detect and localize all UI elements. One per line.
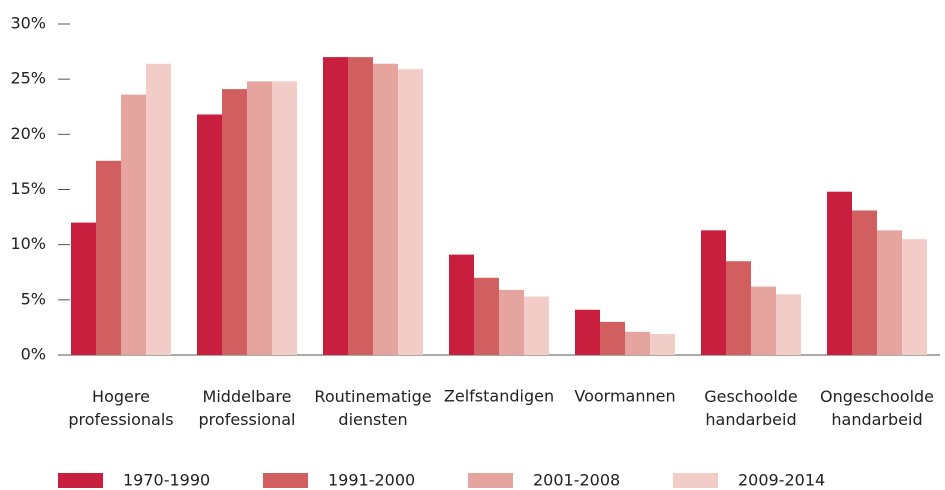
bar	[449, 254, 474, 355]
bar	[272, 81, 297, 355]
bar	[726, 261, 751, 355]
legend-label: 1970-1990	[123, 471, 210, 490]
x-tick-label: Hogere professionals	[68, 387, 173, 429]
legend-label: 2009-2014	[738, 471, 825, 490]
x-tick-label: Ongeschoolde handarbeid	[820, 387, 934, 429]
bar	[222, 89, 247, 355]
bar	[373, 63, 398, 355]
legend-swatch	[468, 473, 513, 488]
y-tick-label: 10%	[10, 234, 46, 253]
legend-label: 2001-2008	[533, 471, 620, 490]
bar	[852, 210, 877, 355]
y-tick-label: 30%	[10, 14, 46, 33]
bar	[877, 230, 902, 355]
bar	[827, 191, 852, 355]
bar	[247, 81, 272, 355]
x-tick-label: Voormannen	[574, 387, 675, 406]
bar	[701, 230, 726, 355]
legend-swatch	[263, 473, 308, 488]
bar	[600, 321, 625, 355]
y-tick-label: 25%	[10, 69, 46, 88]
bar	[197, 114, 222, 356]
bar	[575, 309, 600, 355]
bar	[398, 69, 423, 355]
bar	[499, 289, 524, 355]
y-tick-label: 0%	[21, 345, 46, 364]
bar	[902, 239, 927, 355]
bar	[625, 331, 650, 355]
bar	[146, 63, 171, 355]
bar	[524, 296, 549, 355]
bar	[96, 160, 121, 355]
legend-label: 1991-2000	[328, 471, 415, 490]
x-tick-label: Routinematige diensten	[314, 387, 431, 429]
legend-swatch	[58, 473, 103, 488]
bar	[323, 57, 348, 355]
bar	[71, 222, 96, 355]
x-tick-label: Zelfstandigen	[444, 387, 554, 406]
y-tick-label: 20%	[10, 124, 46, 143]
bar	[650, 334, 675, 355]
bar	[121, 94, 146, 355]
bar	[751, 286, 776, 355]
bar	[348, 57, 373, 355]
bar	[776, 294, 801, 355]
legend-swatch	[673, 473, 718, 488]
bar	[474, 277, 499, 355]
y-tick-label: 15%	[10, 179, 46, 198]
x-tick-label: Middelbare professional	[199, 387, 296, 429]
x-tick-label: Geschoolde handarbeid	[704, 387, 798, 429]
y-tick-label: 5%	[21, 289, 46, 308]
